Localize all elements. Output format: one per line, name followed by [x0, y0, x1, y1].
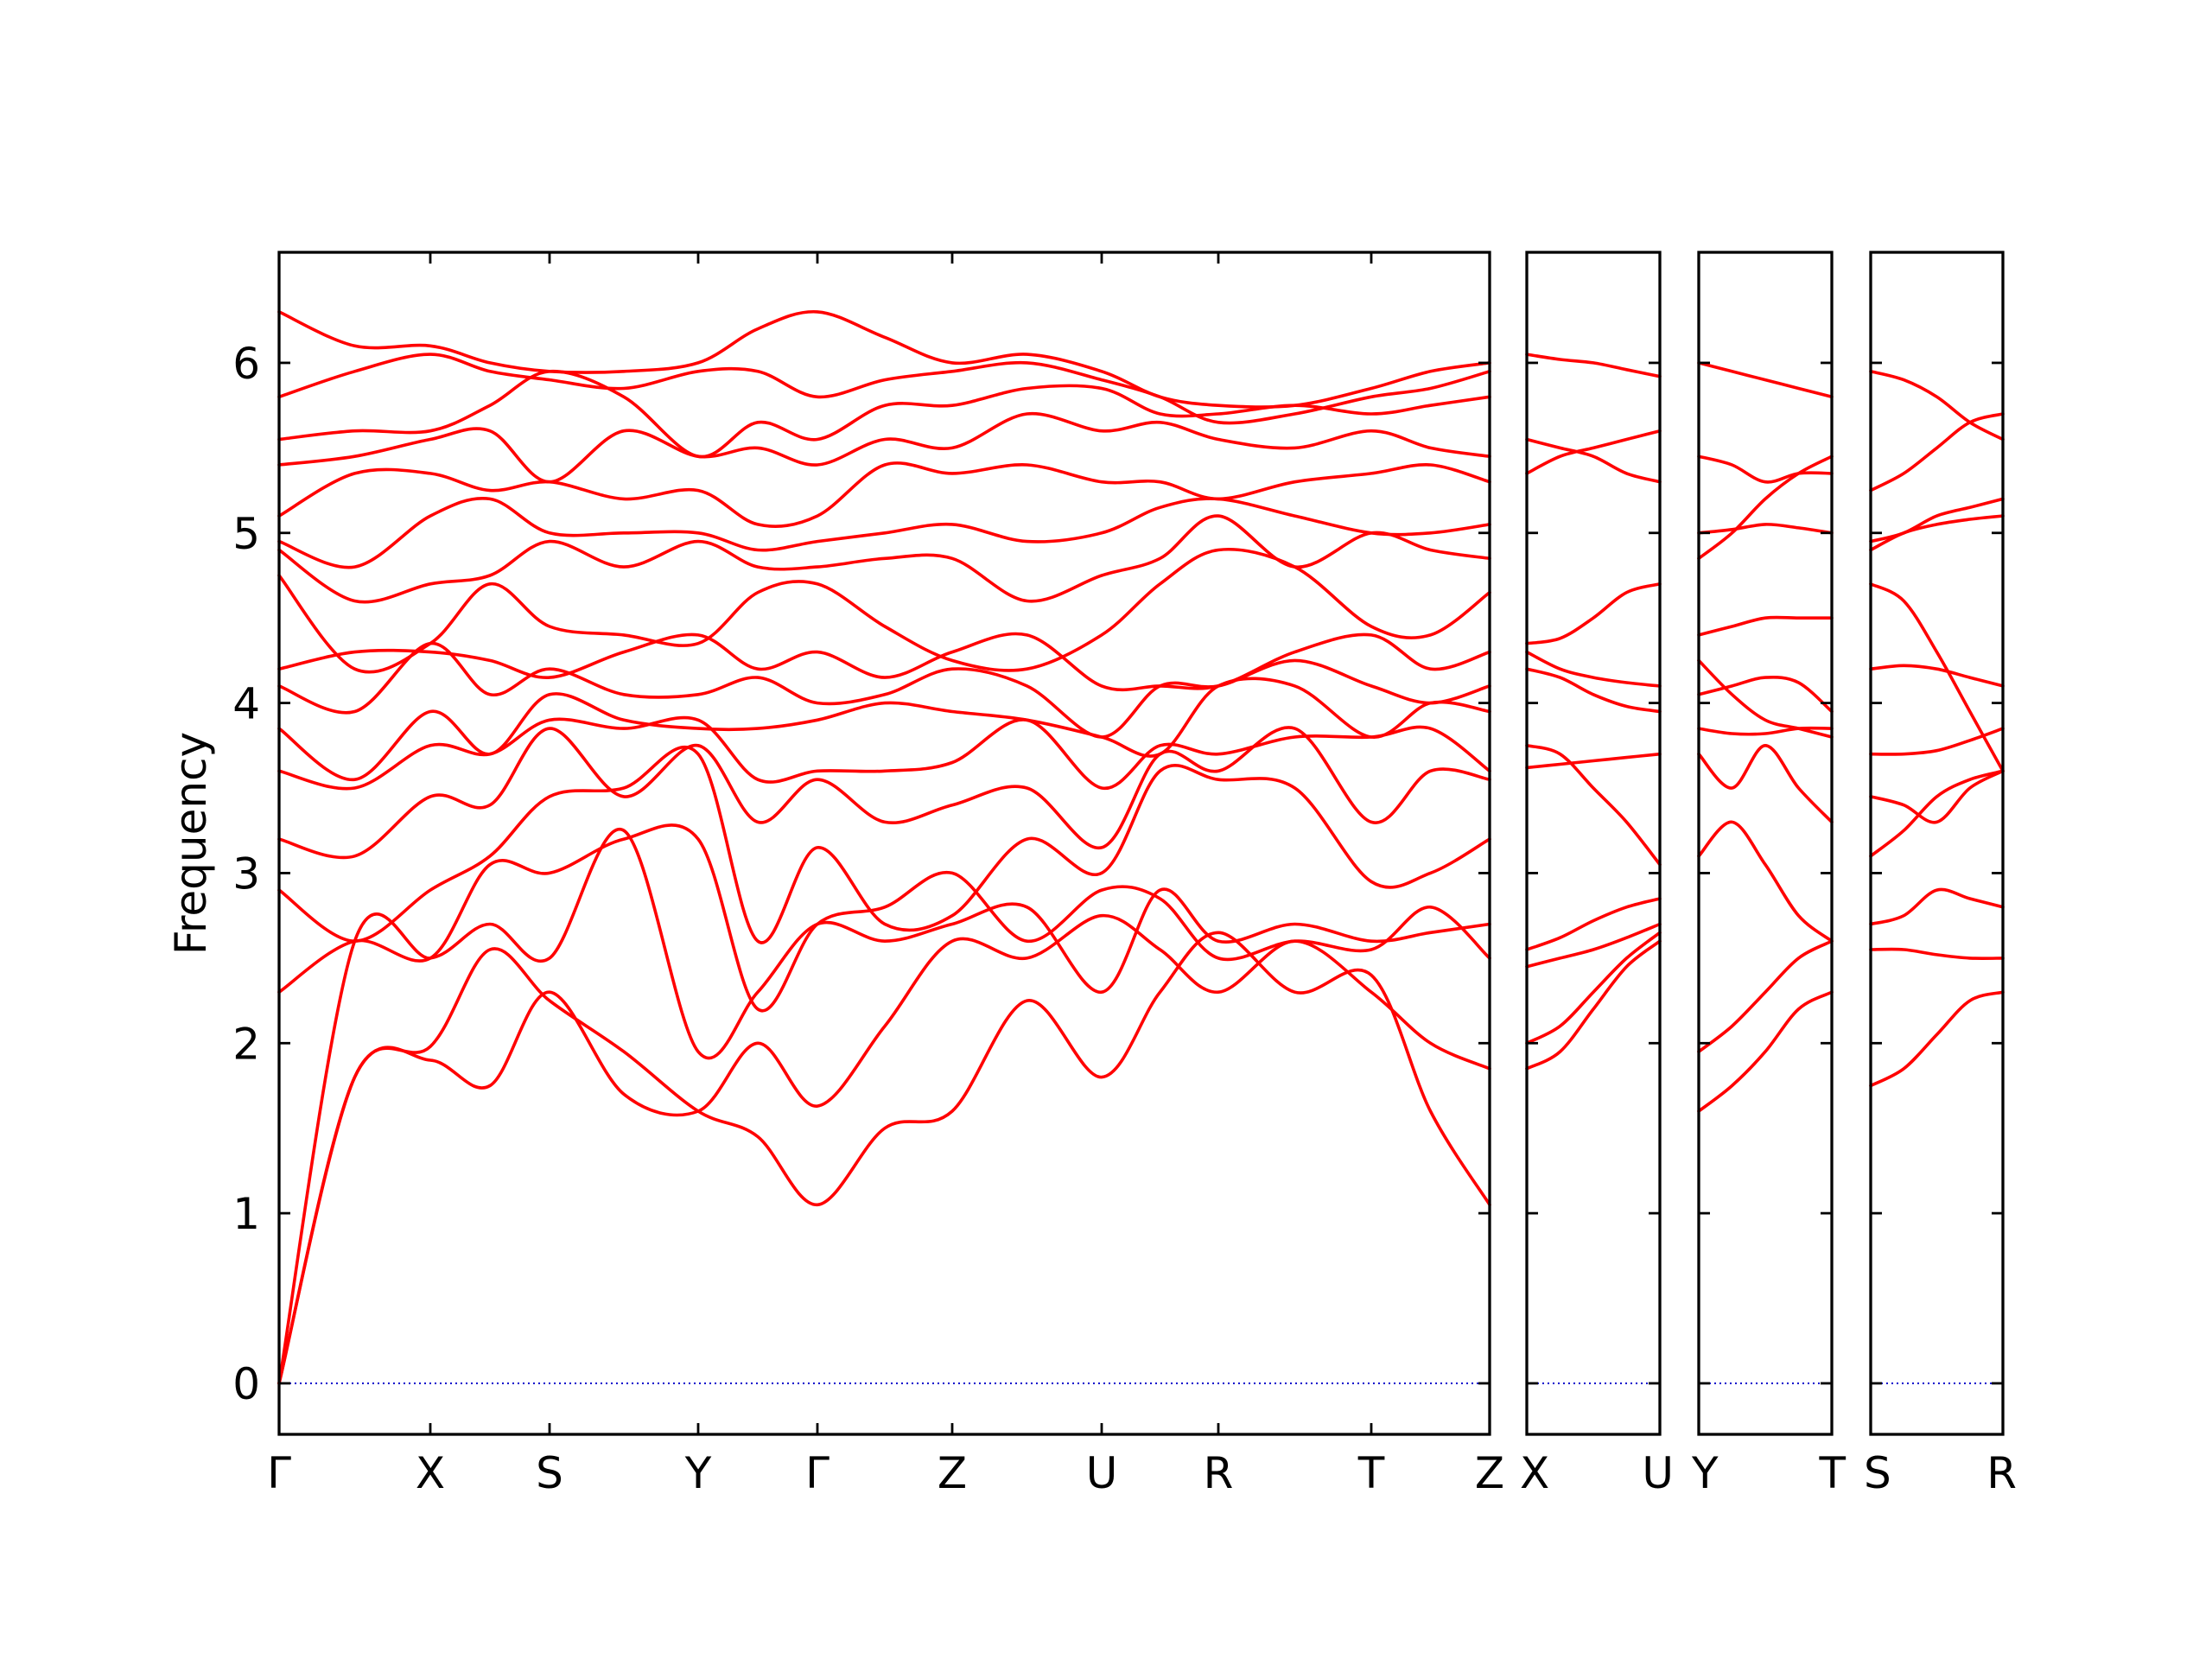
x-tick-label-T: T — [1818, 1448, 1846, 1498]
x-tick-label-T: T — [1357, 1448, 1385, 1498]
band-XU-1 — [1525, 939, 1662, 1071]
plot-frame — [1869, 251, 2005, 1436]
band-XU-7 — [1525, 667, 1662, 714]
band-YT-12 — [1697, 361, 1834, 399]
band-main-5 — [277, 745, 1491, 944]
band-SR-7 — [1869, 664, 2005, 688]
plot-frame — [1525, 251, 1662, 1436]
x-tick-label-R: R — [1204, 1448, 1234, 1498]
x-tick-label-X: X — [1520, 1448, 1549, 1498]
y-tick-label: 1 — [232, 1189, 260, 1239]
band-SR-8 — [1869, 582, 2005, 773]
x-tick-label-Γ: Γ — [267, 1448, 291, 1498]
band-SR-2 — [1869, 947, 2005, 960]
band-main-10 — [277, 632, 1491, 692]
band-YT-2 — [1697, 939, 1834, 1053]
band-YT-6 — [1697, 675, 1834, 714]
x-tick-label-Z: Z — [1475, 1448, 1504, 1498]
band-SR-11 — [1869, 412, 2005, 493]
band-main-12 — [277, 514, 1491, 604]
band-YT-11 — [1697, 454, 1834, 484]
band-YT-8 — [1697, 615, 1834, 637]
band-main-7 — [277, 715, 1491, 791]
band-SR-1 — [1869, 990, 2005, 1088]
band-XU-4 — [1525, 897, 1662, 951]
band-main-2 — [277, 913, 1491, 1385]
y-tick-label: 6 — [232, 339, 260, 389]
x-tick-label-S: S — [536, 1448, 563, 1498]
band-SR-3 — [1869, 887, 2005, 926]
band-XU-10 — [1525, 429, 1662, 475]
band-XU-11 — [1525, 437, 1662, 484]
band-SR-12 — [1869, 370, 2005, 442]
band-XU-9 — [1525, 582, 1662, 645]
band-YT-5 — [1697, 726, 1834, 736]
x-tick-label-U: U — [1086, 1448, 1118, 1498]
band-XU-8 — [1525, 650, 1662, 688]
panel-main: Γ X S Y Γ Z U R T Z 0 1 2 3 4 5 6 — [232, 251, 1504, 1498]
y-tick-label: 5 — [232, 509, 260, 559]
plot-frame — [1697, 251, 1834, 1436]
band-XU-5 — [1525, 744, 1662, 867]
band-XU-6 — [1525, 752, 1662, 770]
band-main-4 — [277, 823, 1491, 1013]
band-YT-7 — [1697, 658, 1834, 739]
band-main-9 — [277, 641, 1491, 739]
x-tick-label-Y: Y — [684, 1448, 712, 1498]
band-SR-6 — [1869, 727, 2005, 756]
band-main-17 — [277, 353, 1491, 425]
band-YT-4 — [1697, 744, 1834, 824]
band-main-6 — [277, 726, 1491, 860]
y-axis-label: Frequency — [166, 732, 216, 955]
band-SR-5 — [1869, 769, 2005, 824]
band-XU-2 — [1525, 931, 1662, 1046]
band-main-14 — [277, 461, 1491, 528]
y-tick-label: 0 — [232, 1359, 260, 1409]
band-main-1 — [277, 931, 1491, 1385]
band-YT-9 — [1697, 454, 1834, 561]
y-tick-label: 3 — [232, 849, 260, 899]
band-main-15 — [277, 411, 1491, 484]
x-tick-label-X: X — [416, 1448, 445, 1498]
plot-frame — [277, 251, 1491, 1436]
x-tick-label-Y: Y — [1691, 1448, 1719, 1498]
band-SR-9 — [1869, 514, 2005, 552]
band-SR-4 — [1869, 769, 2005, 858]
x-tick-label-U: U — [1642, 1448, 1674, 1498]
band-main-18 — [277, 310, 1491, 409]
band-main-13 — [277, 496, 1491, 569]
band-main-8 — [277, 677, 1491, 782]
band-SR-10 — [1869, 497, 2005, 543]
band-XU-3 — [1525, 922, 1662, 969]
band-YT-10 — [1697, 523, 1834, 535]
band-YT-3 — [1697, 820, 1834, 943]
y-tick-label: 4 — [232, 679, 260, 729]
band-main-16 — [277, 369, 1491, 459]
x-tick-label-Z: Z — [938, 1448, 967, 1498]
x-tick-label-R: R — [1986, 1448, 2017, 1498]
band-XU-12 — [1525, 353, 1662, 378]
x-tick-label-Γ: Γ — [805, 1448, 830, 1498]
x-tick-label-S: S — [1864, 1448, 1891, 1498]
band-YT-1 — [1697, 990, 1834, 1113]
y-tick-label: 2 — [232, 1019, 260, 1069]
